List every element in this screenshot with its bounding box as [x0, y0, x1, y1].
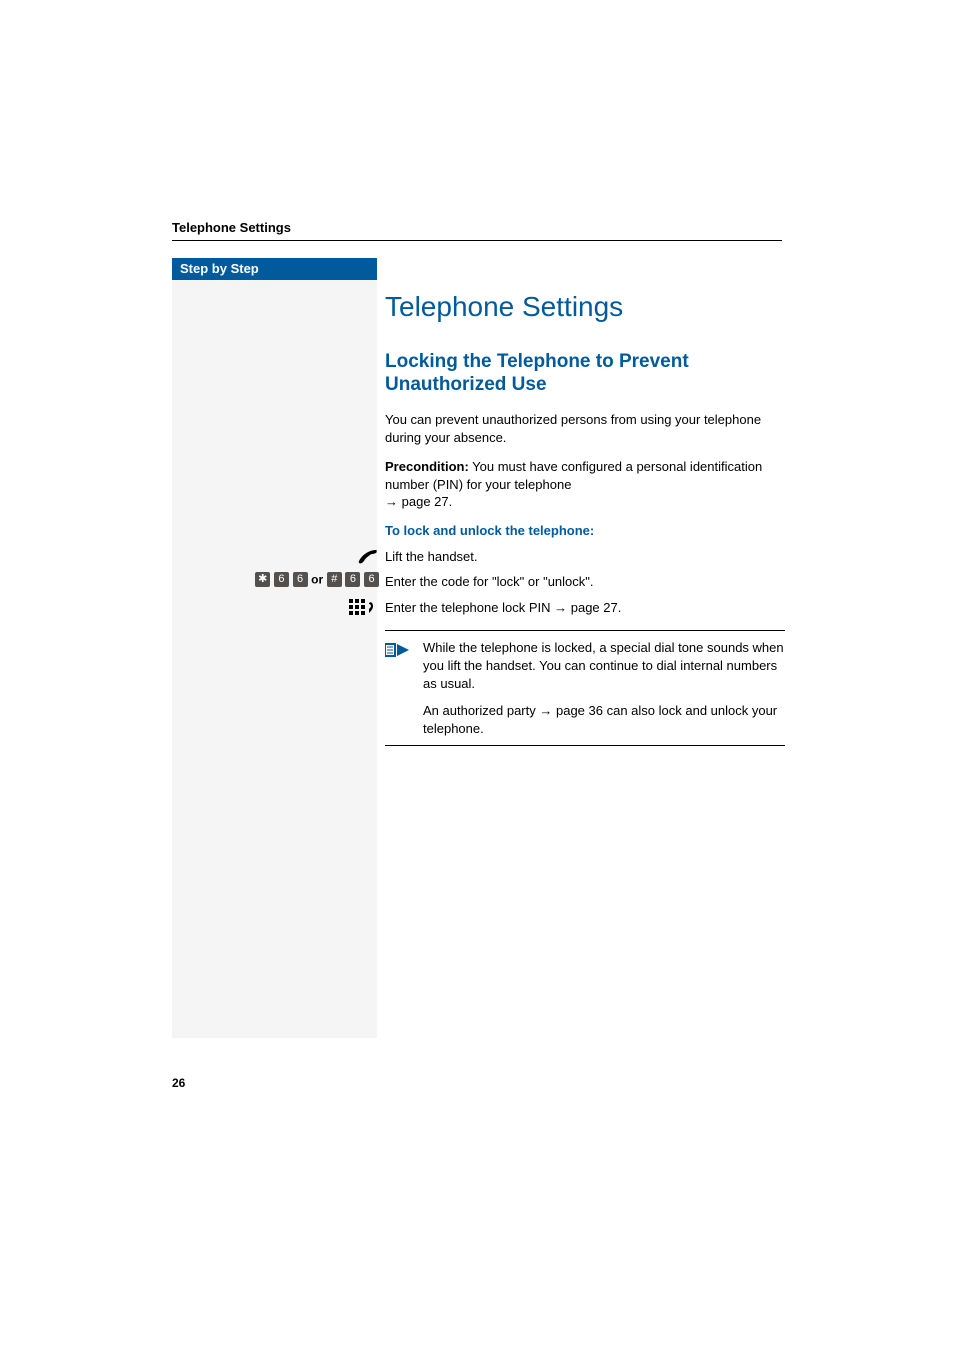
precondition-label: Precondition: [385, 459, 469, 474]
key-6: 6 [274, 572, 289, 587]
step-text: Lift the handset. [385, 548, 478, 566]
step-row: Lift the handset. [385, 548, 785, 566]
or-label: or [311, 573, 323, 587]
sidebar-banner-label: Step by Step [172, 258, 377, 279]
page-title: Telephone Settings [385, 290, 785, 324]
arrow-icon: → [385, 494, 398, 509]
key-6: 6 [364, 572, 379, 587]
step3-ref: page 27. [571, 600, 622, 615]
page-number: 26 [172, 1076, 185, 1090]
key-6: 6 [293, 572, 308, 587]
subsection-heading: To lock and unlock the telephone: [385, 523, 785, 538]
key-star: ✱ [255, 572, 270, 587]
keypad-icon [179, 599, 379, 620]
page: Telephone Settings Step by Step Telephon… [0, 0, 954, 1351]
note-p1: While the telephone is locked, a special… [423, 639, 785, 692]
step-row: Enter the telephone lock PIN → page 27. [385, 599, 785, 617]
content-area: Telephone Settings Locking the Telephone… [385, 290, 785, 746]
key-sequence: ✱ 6 6 or # 6 6 [179, 571, 379, 587]
precondition-paragraph: Precondition: You must have configured a… [385, 458, 785, 511]
key-6: 6 [345, 572, 360, 587]
step-row: ✱ 6 6 or # 6 6 Enter the code for "lock"… [385, 573, 785, 591]
handset-icon [179, 548, 379, 567]
arrow-icon: → [554, 600, 567, 615]
step-text: Enter the code for "lock" or "unlock". [385, 573, 594, 591]
key-hash: # [327, 572, 342, 587]
intro-paragraph: You can prevent unauthorized persons fro… [385, 411, 785, 446]
step3-pre: Enter the telephone lock PIN [385, 600, 554, 615]
note-p2-pre: An authorized party [423, 703, 539, 718]
section-heading: Locking the Telephone to Prevent Unautho… [385, 350, 785, 398]
arrow-icon: → [539, 703, 552, 718]
note-icon [385, 639, 413, 737]
sidebar-banner: Step by Step [172, 258, 377, 280]
note-p2: An authorized party → page 36 can also l… [423, 702, 785, 737]
note-text: While the telephone is locked, a special… [423, 639, 785, 737]
running-header: Telephone Settings [172, 220, 291, 235]
precondition-ref: page 27. [402, 494, 453, 509]
note-p2-ref: page 36 [556, 703, 603, 718]
step-sidebar: Step by Step [172, 258, 377, 1038]
note-box: While the telephone is locked, a special… [385, 630, 785, 746]
step-text: Enter the telephone lock PIN → page 27. [385, 599, 621, 617]
header-rule [172, 240, 782, 241]
